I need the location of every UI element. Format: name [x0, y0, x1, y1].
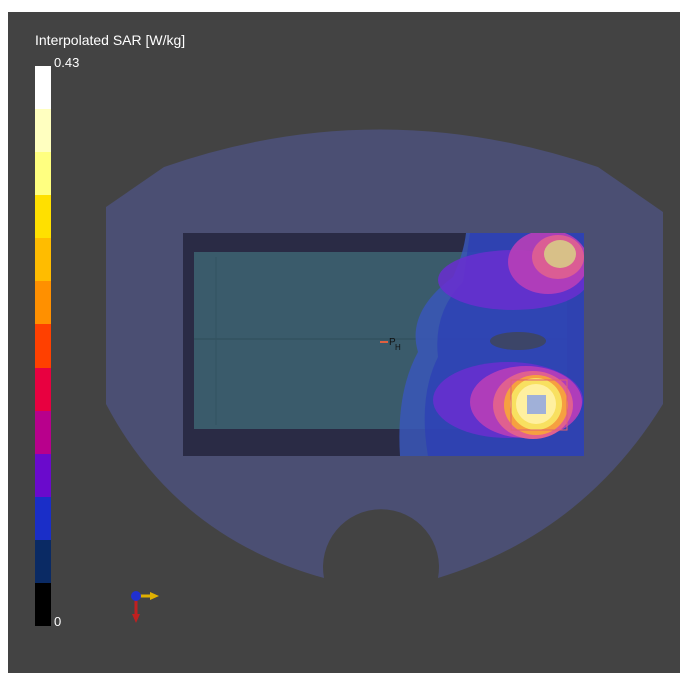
colorbar-title: Interpolated SAR [W/kg]	[35, 32, 186, 48]
sar-scene: P H	[106, 129, 663, 623]
colorbar-swatch	[35, 66, 51, 110]
sar-measurement-grid-outline	[510, 379, 568, 431]
axes-triad-icon	[131, 591, 159, 623]
sar-3d-viewport[interactable]: P H Interpolated SAR [W/kg] 0.43 0	[8, 12, 680, 673]
colorbar-swatch	[35, 281, 51, 325]
colorbar	[35, 66, 51, 627]
colorbar-swatch	[35, 453, 51, 497]
sar-contour-overlay	[399, 233, 584, 456]
colorbar-swatch	[35, 496, 51, 540]
colorbar-swatch	[35, 367, 51, 411]
probe-marker-subscript: H	[395, 343, 401, 352]
colorbar-swatch	[35, 582, 51, 627]
colorbar-swatch	[35, 152, 51, 196]
sar-hotspot-upper	[544, 240, 576, 268]
colorbar-swatch	[35, 410, 51, 454]
colorbar-swatch	[35, 195, 51, 239]
colorbar-swatch	[35, 238, 51, 282]
sar-peak-box	[527, 395, 546, 414]
colorbar-swatch	[35, 109, 51, 153]
colorbar-max-label: 0.43	[54, 55, 80, 70]
colorbar-min-label: 0	[54, 614, 62, 629]
colorbar-swatch	[35, 324, 51, 368]
colorbar-swatch	[35, 539, 51, 583]
probe-marker-label: P	[389, 337, 396, 348]
sar-cool-patch	[490, 332, 546, 350]
